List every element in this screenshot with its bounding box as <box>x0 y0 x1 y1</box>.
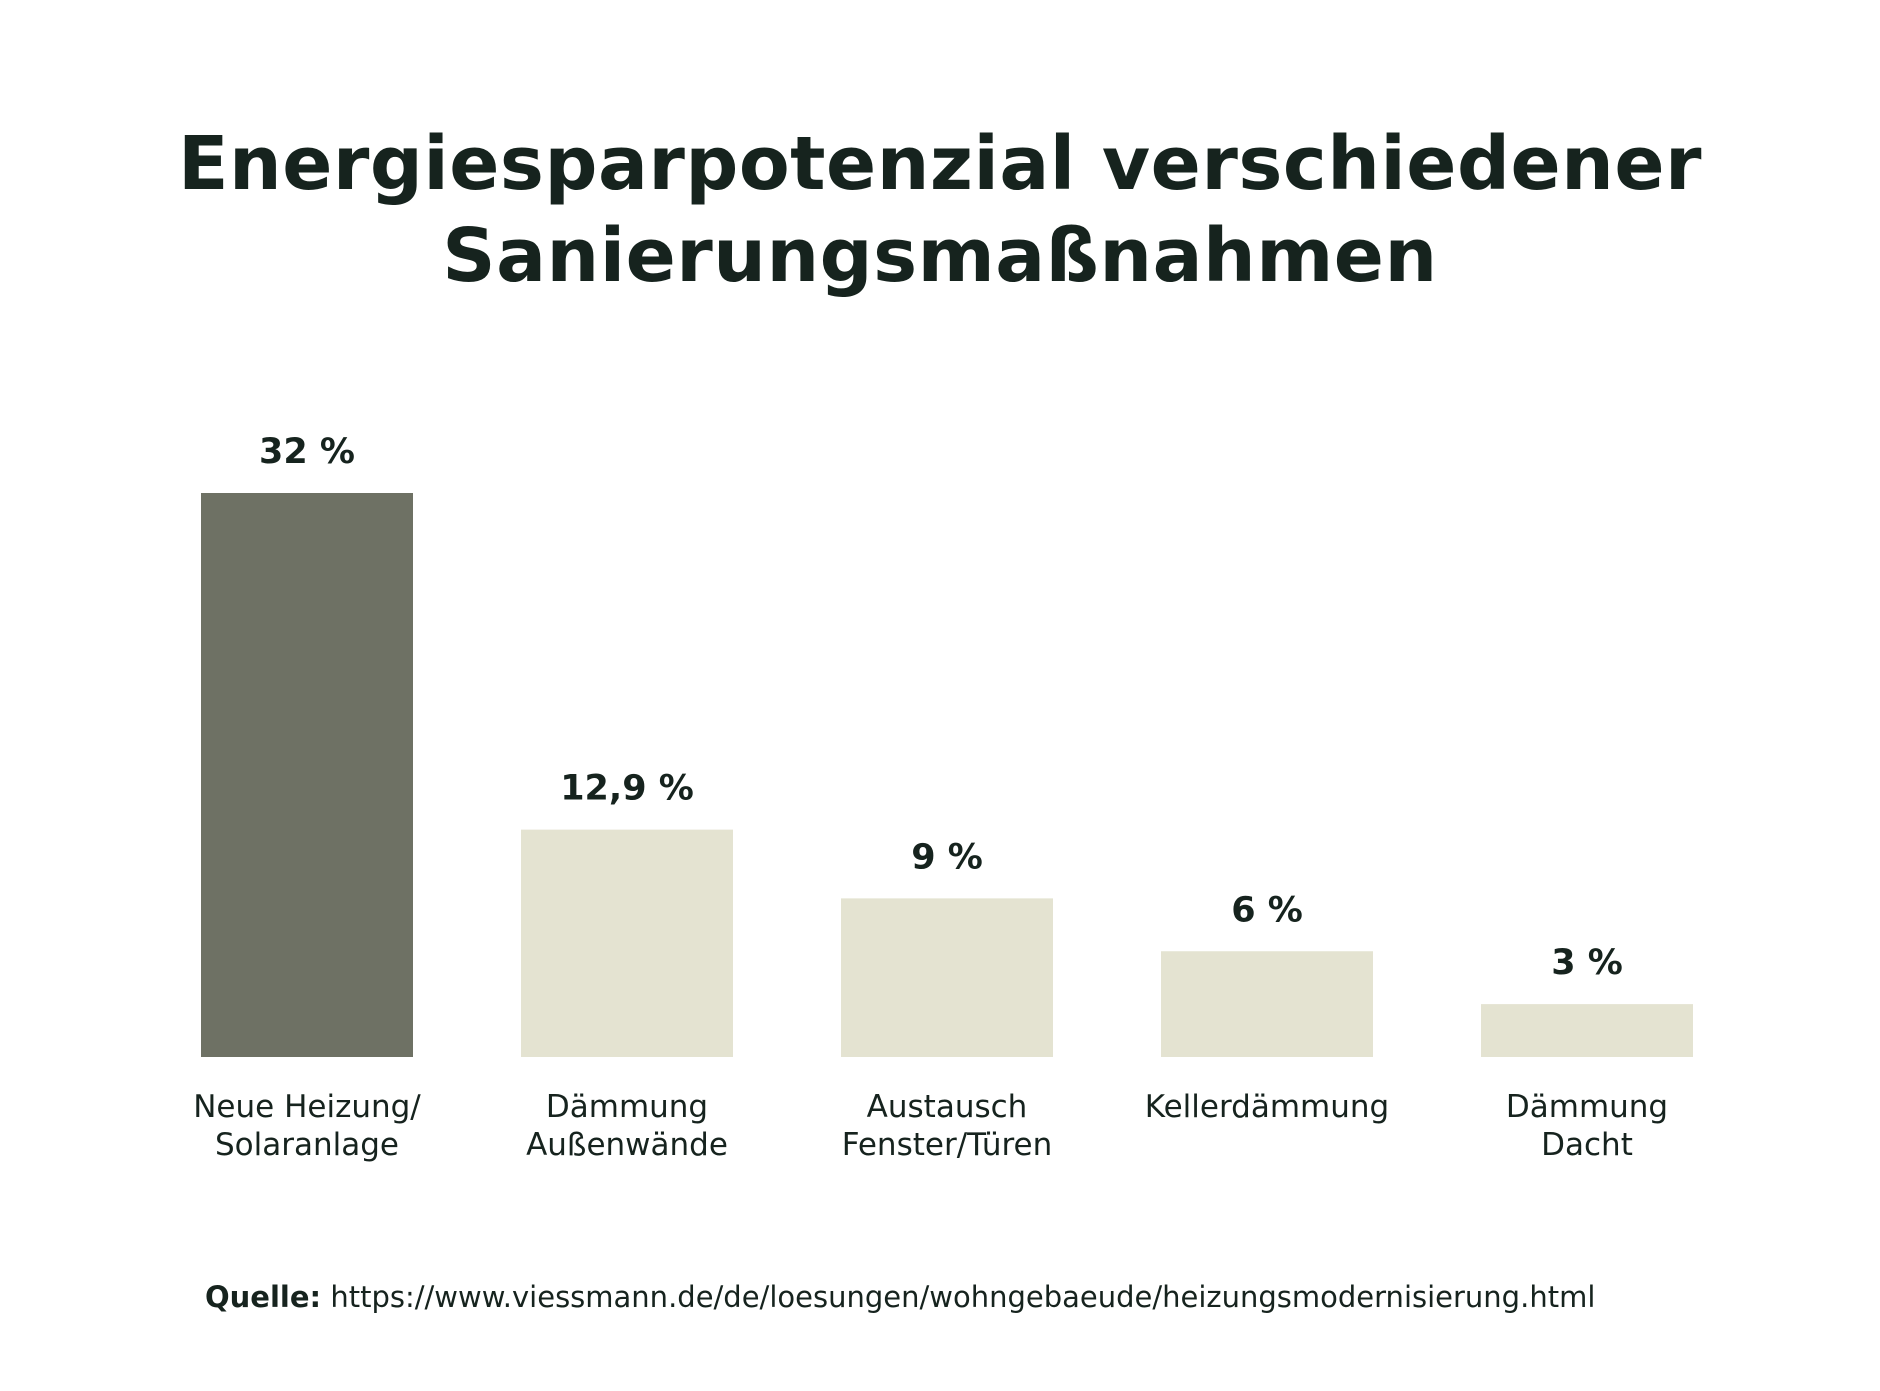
category-label-line: Kellerdämmung <box>1145 1089 1389 1125</box>
source-note: Quelle: https://www.viessmann.de/de/loes… <box>205 1279 1595 1315</box>
bar-5 <box>1481 1004 1693 1057</box>
value-label-1: 32 % <box>259 432 355 472</box>
source-label: Quelle: <box>205 1280 322 1314</box>
bar-4 <box>1161 951 1373 1057</box>
value-label-4: 6 % <box>1231 890 1303 930</box>
category-label-line: Solaranlage <box>215 1127 399 1163</box>
chart-title-line-2: Sanierungsmaßnahmen <box>442 213 1438 299</box>
category-label-line: Dämmung <box>1506 1089 1668 1125</box>
category-label-line: Neue Heizung/ <box>193 1089 421 1125</box>
bar-2 <box>521 829 733 1057</box>
category-label-4: Kellerdämmung <box>1145 1089 1389 1125</box>
category-label-2: Dämmung Außenwände <box>526 1089 728 1163</box>
category-label-line: Fenster/Türen <box>842 1127 1053 1163</box>
category-label-1: Neue Heizung/Solaranlage <box>193 1089 421 1163</box>
source-url: https://www.viessmann.de/de/loesungen/wo… <box>330 1280 1596 1314</box>
category-label-line: Dacht <box>1541 1127 1633 1163</box>
bar-1 <box>201 493 413 1057</box>
bar-3 <box>841 898 1053 1057</box>
value-label-5: 3 % <box>1551 943 1623 983</box>
category-label-line: Austausch <box>867 1089 1028 1125</box>
category-label-5: Dämmung Dacht <box>1506 1089 1668 1163</box>
category-label-line: Außenwände <box>526 1127 728 1163</box>
value-label-3: 9 % <box>911 837 983 877</box>
value-label-2: 12,9 % <box>560 769 694 809</box>
chart-title-line-1: Energiesparpotenzial verschiedener <box>177 121 1703 207</box>
chart-title: Energiesparpotenzial verschiedener Sanie… <box>0 118 1880 302</box>
category-label-line: Dämmung <box>546 1089 708 1125</box>
category-label-3: Austausch Fenster/Türen <box>842 1089 1053 1163</box>
